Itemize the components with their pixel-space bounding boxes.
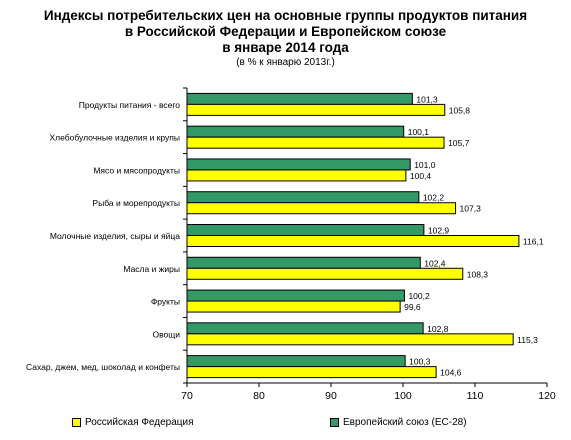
category-label: Молочные изделия, сыры и яйца — [50, 231, 180, 241]
bar-russia — [186, 202, 457, 215]
legend-label-eu: Европейский союз (ЕС-28) — [343, 417, 467, 428]
bar-eu — [186, 355, 406, 368]
title-line-1: Индексы потребительских цен на основные … — [43, 8, 528, 23]
x-tick-label: 110 — [467, 390, 484, 402]
bar-russia — [186, 333, 514, 346]
bar-eu — [186, 224, 425, 236]
legend: Российская Федерация Европейский союз (Е… — [0, 417, 571, 433]
chart-subtitle: (в % к январю 2013г.) — [236, 57, 335, 68]
category-label: Сахар, джем, мед, шоколад и конфеты — [26, 362, 180, 372]
chart-title: Индексы потребительских цен на основные … — [0, 8, 571, 69]
bar-russia — [186, 169, 407, 182]
data-label-russia: 100,4 — [410, 171, 432, 181]
data-label-eu: 100,3 — [409, 357, 431, 367]
bar-eu — [186, 191, 420, 204]
data-label-eu: 102,9 — [428, 226, 450, 236]
bar-russia — [186, 366, 437, 379]
data-label-russia: 99,6 — [404, 302, 421, 312]
legend-label-russia: Российская Федерация — [85, 417, 194, 428]
data-label-russia: 105,8 — [449, 105, 471, 115]
x-tick-label: 80 — [253, 390, 265, 402]
data-label-russia: 116,1 — [523, 237, 544, 247]
data-label-russia: 104,6 — [440, 368, 462, 378]
category-label: Фрукты — [151, 297, 180, 307]
legend-swatch-russia — [72, 418, 81, 427]
category-label: Масла и жиры — [123, 264, 180, 274]
data-label-eu: 102,4 — [424, 258, 446, 268]
data-label-russia: 105,7 — [448, 138, 470, 148]
bar-russia — [186, 300, 401, 313]
data-label-eu: 100,2 — [408, 291, 430, 301]
bar-eu — [186, 322, 424, 335]
data-label-russia: 107,3 — [460, 204, 482, 214]
x-tick-label: 90 — [325, 390, 337, 402]
data-label-russia: 108,3 — [467, 269, 489, 279]
data-label-eu: 101,0 — [414, 160, 436, 170]
title-line-2: в Российской Федерации и Европейском сою… — [124, 24, 447, 39]
data-label-eu: 102,2 — [423, 193, 445, 203]
bar-russia — [186, 267, 464, 280]
bar-eu — [186, 92, 413, 105]
category-label: Мясо и мясопродукты — [93, 165, 180, 175]
legend-item-russia: Российская Федерация — [72, 417, 194, 428]
bar-russia — [186, 235, 520, 247]
bar-russia — [186, 103, 446, 116]
title-line-3: в январе 2014 года — [222, 40, 349, 55]
category-label: Хлебобулочные изделия и крупы — [50, 133, 180, 143]
bar-russia — [186, 136, 445, 149]
legend-item-eu: Европейский союз (ЕС-28) — [330, 417, 467, 428]
x-tick-label: 100 — [394, 390, 412, 402]
legend-swatch-eu — [330, 418, 339, 427]
bar-eu — [186, 289, 405, 302]
x-tick-label: 120 — [538, 390, 556, 402]
data-label-eu: 100,1 — [408, 127, 430, 137]
category-label: Рыба и морепродукты — [92, 198, 180, 208]
bar-eu — [186, 256, 421, 269]
bar-eu — [186, 125, 405, 138]
data-label-russia: 115,3 — [517, 335, 538, 345]
category-label: Продукты питания - всего — [79, 100, 181, 110]
data-label-eu: 102,8 — [427, 324, 449, 334]
x-tick-label: 70 — [181, 390, 193, 402]
data-label-eu: 101,3 — [416, 94, 438, 104]
bar-eu — [186, 158, 411, 171]
category-label: Овощи — [152, 329, 180, 339]
